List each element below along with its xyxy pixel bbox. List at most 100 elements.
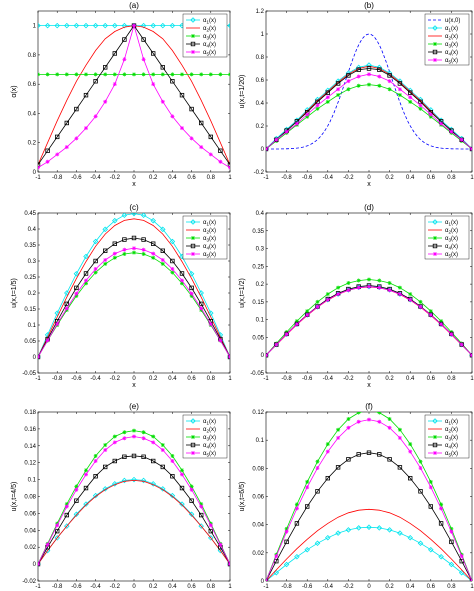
data-point-a1	[121, 213, 128, 219]
data-point-a5	[336, 87, 341, 92]
data-point-a5	[199, 306, 204, 311]
chart-panel-b: (b) -1 -0.8 -0.6 -0.4 -0.2 0 0.2 0.4 0.6 0.8 1 -0.2 0…	[239, 1, 474, 188]
y-tick-label: 0.2	[256, 124, 265, 130]
data-point-a5	[228, 355, 230, 359]
legend-label-a5: α5(x)	[445, 58, 458, 65]
data-point-a5	[325, 95, 330, 100]
x-tick-label: -0.8	[281, 584, 292, 590]
data-point-a4	[284, 539, 289, 545]
data-point-a3	[367, 277, 371, 282]
legend-box	[424, 215, 470, 260]
data-point-a5	[336, 292, 341, 297]
y-tick-label: 0.4	[28, 111, 37, 117]
y-tick-label: 0.15	[24, 307, 36, 313]
data-point-a5	[305, 485, 310, 490]
data-point-a3	[93, 453, 98, 458]
chart-title: (d)	[364, 203, 374, 212]
legend-marker-a3	[433, 435, 437, 439]
data-point-a5	[408, 449, 413, 454]
data-point-a4	[304, 504, 310, 509]
data-point-a1	[73, 22, 80, 29]
y-tick-label: 0.2	[256, 282, 265, 288]
data-point-a5	[266, 579, 268, 581]
data-point-a5	[45, 338, 50, 343]
data-point-a4	[189, 285, 194, 291]
y-tick-label: 0.14	[24, 444, 36, 450]
data-point-a5	[284, 129, 289, 134]
data-point-a4	[112, 51, 117, 56]
data-point-a1	[407, 534, 413, 541]
data-point-a4	[449, 539, 454, 545]
data-point-a3	[315, 299, 320, 304]
data-point-a5	[112, 251, 117, 256]
data-point-a4	[74, 106, 79, 112]
data-point-a5	[180, 278, 184, 283]
legend-label-a1: α1(x)	[445, 419, 458, 426]
data-point-a3	[74, 72, 79, 77]
data-point-a4	[189, 498, 194, 503]
data-point-a5	[64, 504, 69, 509]
data-point-a5	[112, 440, 117, 445]
data-point-a5	[199, 504, 204, 509]
data-point-a4	[407, 475, 413, 481]
legend-label-a3: α3(x)	[445, 435, 458, 442]
data-point-a5	[55, 523, 60, 528]
data-point-a1	[54, 22, 60, 29]
data-point-a5	[180, 472, 184, 477]
y-tick-label: 0.45	[24, 211, 36, 217]
x-tick-label: 0	[367, 376, 371, 382]
legend-marker-a1	[432, 219, 438, 225]
x-tick-label: -0.6	[71, 175, 82, 181]
x-tick-label: 1	[470, 376, 474, 382]
legend-label-a5: α5(x)	[203, 50, 216, 57]
data-point-a4	[122, 237, 127, 242]
data-point-a1	[325, 534, 331, 541]
data-point-a5	[160, 258, 165, 263]
legend-label-a2: α2(x)	[445, 34, 458, 41]
data-point-a1	[283, 561, 290, 568]
x-tick-label: -0.4	[90, 376, 101, 382]
legend-label-a4: α4(x)	[203, 42, 216, 49]
data-point-a4	[366, 66, 372, 71]
legend-label-a2: α2(x)	[203, 427, 216, 434]
data-point-a5	[103, 99, 108, 104]
y-tick-label: 0.02	[24, 545, 36, 551]
data-point-a5	[55, 322, 60, 327]
data-point-a3	[122, 430, 127, 435]
legend: u(x,0) α1(x)α2(x)α3(x)α4(x)α5(x)	[424, 13, 470, 66]
legend-marker-a1	[432, 25, 438, 31]
x-tick-label: 0.8	[447, 175, 456, 181]
y-axis-label: u(x,t=6/5)	[239, 482, 246, 512]
data-point-a4	[150, 241, 156, 246]
data-point-a5	[274, 342, 279, 347]
data-point-a1	[335, 530, 341, 536]
data-point-a1	[227, 22, 230, 29]
series-line-a1	[266, 64, 472, 150]
data-point-a4	[64, 120, 69, 126]
data-point-a4	[208, 528, 213, 534]
data-point-a3	[397, 427, 402, 432]
x-tick-label: 0.2	[149, 584, 158, 590]
data-point-a3	[228, 72, 230, 77]
data-point-a5	[439, 121, 444, 126]
data-point-a4	[315, 489, 320, 494]
data-point-a3	[141, 251, 146, 256]
data-point-a1	[160, 22, 166, 29]
y-tick-label: 0.1	[28, 478, 37, 484]
y-tick-label: 0.05	[24, 339, 36, 345]
data-point-a1	[140, 213, 147, 219]
data-point-a5	[228, 562, 230, 567]
data-point-a5	[449, 529, 454, 534]
x-tick-label: 0.2	[385, 584, 394, 590]
data-point-a1	[92, 238, 99, 245]
chart-title: (a)	[129, 1, 139, 10]
data-point-a4	[160, 65, 165, 70]
y-tick-label: 0	[33, 170, 37, 176]
series-line-a3	[266, 412, 472, 581]
chart-panel-a: (a) -1 -0.8 -0.6 -0.4 -0.2 0 0.2 0.4 0.6 0.8 1 0 0.2 0…	[11, 1, 232, 188]
series-line-a1	[38, 213, 230, 358]
data-point-a5	[315, 304, 320, 309]
legend-label-a2: α2(x)	[203, 228, 216, 235]
data-point-a4	[346, 73, 351, 78]
x-tick-label: -0.8	[281, 376, 292, 382]
